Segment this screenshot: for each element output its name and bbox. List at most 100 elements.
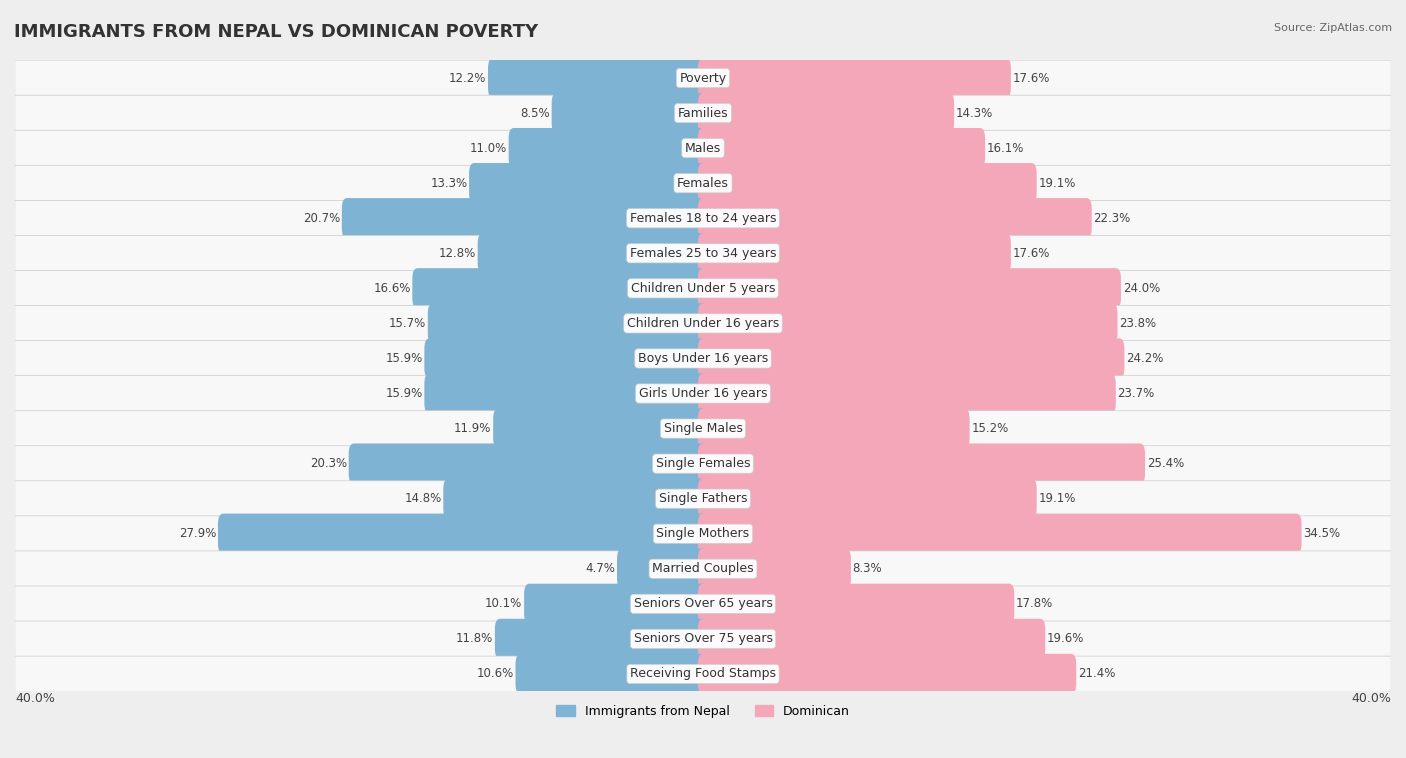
- Text: 23.7%: 23.7%: [1118, 387, 1154, 400]
- Text: 23.8%: 23.8%: [1119, 317, 1156, 330]
- FancyBboxPatch shape: [524, 584, 709, 624]
- FancyBboxPatch shape: [15, 130, 1391, 166]
- Text: Single Fathers: Single Fathers: [659, 492, 747, 505]
- Text: Seniors Over 65 years: Seniors Over 65 years: [634, 597, 772, 610]
- FancyBboxPatch shape: [697, 409, 970, 449]
- FancyBboxPatch shape: [697, 654, 1076, 694]
- FancyBboxPatch shape: [15, 446, 1391, 481]
- Text: 12.8%: 12.8%: [439, 247, 477, 260]
- FancyBboxPatch shape: [15, 305, 1391, 341]
- Text: 10.6%: 10.6%: [477, 668, 513, 681]
- FancyBboxPatch shape: [470, 163, 709, 203]
- FancyBboxPatch shape: [697, 514, 1302, 554]
- Text: 4.7%: 4.7%: [585, 562, 616, 575]
- Text: 17.8%: 17.8%: [1017, 597, 1053, 610]
- FancyBboxPatch shape: [349, 443, 709, 484]
- Text: 13.3%: 13.3%: [430, 177, 467, 190]
- FancyBboxPatch shape: [697, 198, 1091, 238]
- Text: 15.9%: 15.9%: [385, 387, 423, 400]
- FancyBboxPatch shape: [617, 549, 709, 589]
- FancyBboxPatch shape: [495, 619, 709, 659]
- Text: 20.7%: 20.7%: [302, 211, 340, 224]
- Text: 19.1%: 19.1%: [1039, 492, 1076, 505]
- FancyBboxPatch shape: [697, 478, 1036, 518]
- Text: 15.7%: 15.7%: [389, 317, 426, 330]
- Text: 19.1%: 19.1%: [1039, 177, 1076, 190]
- Text: Females: Females: [678, 177, 728, 190]
- Text: 8.5%: 8.5%: [520, 107, 550, 120]
- Text: 14.3%: 14.3%: [956, 107, 993, 120]
- FancyBboxPatch shape: [15, 586, 1391, 622]
- FancyBboxPatch shape: [697, 619, 1045, 659]
- FancyBboxPatch shape: [15, 271, 1391, 306]
- FancyBboxPatch shape: [697, 268, 1121, 309]
- Text: 27.9%: 27.9%: [179, 528, 217, 540]
- FancyBboxPatch shape: [509, 128, 709, 168]
- Text: 11.8%: 11.8%: [456, 632, 494, 645]
- FancyBboxPatch shape: [516, 654, 709, 694]
- FancyBboxPatch shape: [15, 340, 1391, 376]
- FancyBboxPatch shape: [551, 93, 709, 133]
- FancyBboxPatch shape: [15, 481, 1391, 516]
- FancyBboxPatch shape: [697, 58, 1011, 99]
- FancyBboxPatch shape: [697, 338, 1125, 378]
- Text: 24.0%: 24.0%: [1122, 282, 1160, 295]
- Text: 11.9%: 11.9%: [454, 422, 492, 435]
- FancyBboxPatch shape: [697, 128, 986, 168]
- Text: Boys Under 16 years: Boys Under 16 years: [638, 352, 768, 365]
- FancyBboxPatch shape: [425, 338, 709, 378]
- Text: 25.4%: 25.4%: [1147, 457, 1184, 470]
- FancyBboxPatch shape: [15, 656, 1391, 692]
- Text: Girls Under 16 years: Girls Under 16 years: [638, 387, 768, 400]
- Text: 14.8%: 14.8%: [405, 492, 441, 505]
- FancyBboxPatch shape: [427, 303, 709, 343]
- Text: Children Under 5 years: Children Under 5 years: [631, 282, 775, 295]
- FancyBboxPatch shape: [15, 516, 1391, 552]
- FancyBboxPatch shape: [15, 60, 1391, 96]
- Text: 8.3%: 8.3%: [852, 562, 883, 575]
- FancyBboxPatch shape: [697, 233, 1011, 274]
- Text: Single Mothers: Single Mothers: [657, 528, 749, 540]
- FancyBboxPatch shape: [494, 409, 709, 449]
- Text: 11.0%: 11.0%: [470, 142, 508, 155]
- FancyBboxPatch shape: [697, 443, 1144, 484]
- FancyBboxPatch shape: [697, 163, 1036, 203]
- Text: Families: Families: [678, 107, 728, 120]
- Text: 34.5%: 34.5%: [1303, 528, 1340, 540]
- Text: Single Males: Single Males: [664, 422, 742, 435]
- Text: Seniors Over 75 years: Seniors Over 75 years: [634, 632, 772, 645]
- FancyBboxPatch shape: [412, 268, 709, 309]
- Text: 40.0%: 40.0%: [15, 692, 55, 705]
- Text: 21.4%: 21.4%: [1078, 668, 1115, 681]
- Text: Children Under 16 years: Children Under 16 years: [627, 317, 779, 330]
- Text: Single Females: Single Females: [655, 457, 751, 470]
- Text: Females 25 to 34 years: Females 25 to 34 years: [630, 247, 776, 260]
- Text: Married Couples: Married Couples: [652, 562, 754, 575]
- FancyBboxPatch shape: [342, 198, 709, 238]
- Text: 17.6%: 17.6%: [1012, 247, 1050, 260]
- FancyBboxPatch shape: [478, 233, 709, 274]
- FancyBboxPatch shape: [443, 478, 709, 518]
- FancyBboxPatch shape: [425, 374, 709, 414]
- Text: 40.0%: 40.0%: [1351, 692, 1391, 705]
- FancyBboxPatch shape: [697, 549, 851, 589]
- FancyBboxPatch shape: [15, 96, 1391, 131]
- Text: 12.2%: 12.2%: [449, 71, 486, 84]
- Text: 20.3%: 20.3%: [309, 457, 347, 470]
- FancyBboxPatch shape: [15, 551, 1391, 587]
- Text: 16.6%: 16.6%: [373, 282, 411, 295]
- FancyBboxPatch shape: [218, 514, 709, 554]
- FancyBboxPatch shape: [15, 621, 1391, 656]
- FancyBboxPatch shape: [697, 374, 1116, 414]
- Text: 17.6%: 17.6%: [1012, 71, 1050, 84]
- FancyBboxPatch shape: [15, 200, 1391, 236]
- FancyBboxPatch shape: [697, 303, 1118, 343]
- Text: 15.2%: 15.2%: [972, 422, 1008, 435]
- Text: Receiving Food Stamps: Receiving Food Stamps: [630, 668, 776, 681]
- Text: Females 18 to 24 years: Females 18 to 24 years: [630, 211, 776, 224]
- Legend: Immigrants from Nepal, Dominican: Immigrants from Nepal, Dominican: [551, 700, 855, 723]
- Text: IMMIGRANTS FROM NEPAL VS DOMINICAN POVERTY: IMMIGRANTS FROM NEPAL VS DOMINICAN POVER…: [14, 23, 538, 41]
- FancyBboxPatch shape: [697, 93, 955, 133]
- Text: 24.2%: 24.2%: [1126, 352, 1164, 365]
- Text: 19.6%: 19.6%: [1047, 632, 1084, 645]
